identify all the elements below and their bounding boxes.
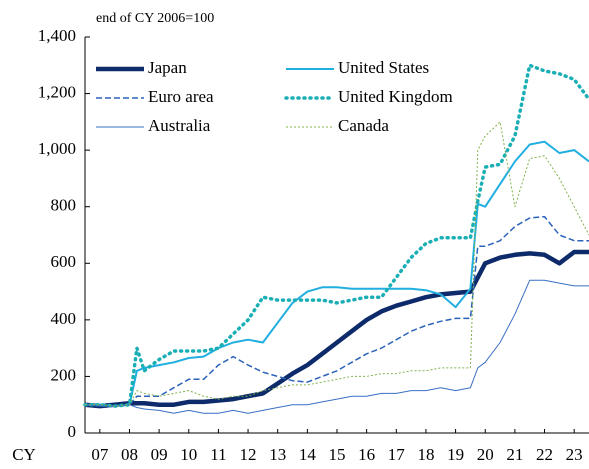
x-tick-label: 13 [269, 445, 286, 464]
data-line [85, 140, 589, 408]
legend-label: United States [338, 58, 429, 77]
y-tick-label: 1,200 [38, 82, 76, 101]
x-tick-label: 19 [447, 445, 464, 464]
legend-label: Japan [148, 58, 187, 77]
chart-subtitle: end of CY 2006=100 [96, 11, 214, 26]
x-tick-label: 07 [91, 445, 109, 464]
y-tick-label: 800 [51, 196, 77, 215]
x-tick-label: 14 [299, 445, 317, 464]
x-tick-label: 16 [358, 445, 375, 464]
y-tick-label: 1,000 [38, 139, 76, 158]
x-tick-label: 12 [240, 445, 257, 464]
x-tick-label: 20 [477, 445, 494, 464]
x-tick-label: 11 [210, 445, 226, 464]
x-tick-label: 17 [388, 445, 406, 464]
y-tick-label: 400 [51, 309, 77, 328]
legend-label: United Kingdom [338, 87, 453, 106]
x-tick-label: 08 [121, 445, 138, 464]
x-tick-label: 10 [180, 445, 197, 464]
x-tick-label: 23 [566, 445, 583, 464]
x-tick-label: 22 [536, 445, 553, 464]
x-tick-label: 09 [151, 445, 168, 464]
data-line [84, 249, 589, 409]
x-tick-label: 18 [417, 445, 434, 464]
y-tick-label: 0 [68, 422, 77, 441]
data-line [85, 121, 589, 407]
data-line [85, 215, 589, 407]
data-line [84, 279, 589, 414]
legend-label: Euro area [148, 87, 214, 106]
x-tick-label: 15 [329, 445, 346, 464]
legend-label: Canada [338, 116, 389, 135]
x-tick-label: 21 [506, 445, 523, 464]
y-tick-label: 200 [51, 365, 77, 384]
legend-label: Australia [148, 116, 211, 135]
data-line [83, 63, 589, 408]
y-tick-label: 600 [51, 252, 77, 271]
x-axis-label: CY [12, 445, 36, 464]
y-tick-label: 1,400 [38, 26, 76, 45]
